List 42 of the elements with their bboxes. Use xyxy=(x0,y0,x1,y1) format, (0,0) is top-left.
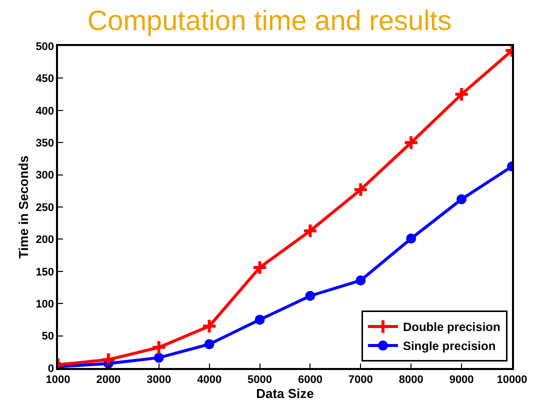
point xyxy=(151,340,167,356)
y-tick-label: 150 xyxy=(36,266,54,278)
x-tick-label: 9000 xyxy=(449,374,474,386)
y-tick-label: 200 xyxy=(36,234,54,246)
x-tick-label: 2000 xyxy=(96,374,121,386)
x-tick-label: 3000 xyxy=(146,374,172,386)
point xyxy=(204,339,214,350)
y-tick-label: 450 xyxy=(36,73,54,86)
y-axis-title: Time in Seconds xyxy=(16,155,32,259)
legend-label: Single precision xyxy=(402,339,496,354)
x-tick-label: 10000 xyxy=(496,374,528,386)
point xyxy=(305,290,316,301)
point xyxy=(202,318,218,334)
point xyxy=(356,275,366,286)
point xyxy=(454,86,470,102)
x-tick-label: 5000 xyxy=(248,374,272,386)
x-axis-title: Data Size xyxy=(256,386,314,402)
point xyxy=(254,314,265,325)
y-tick-label: 250 xyxy=(36,202,54,214)
y-tick-label: 0 xyxy=(48,362,54,375)
point xyxy=(302,223,318,239)
point xyxy=(252,260,268,276)
point xyxy=(154,352,164,363)
point xyxy=(352,182,368,198)
y-tick-label: 500 xyxy=(36,40,54,53)
point xyxy=(406,234,416,244)
x-tick-label: 8000 xyxy=(398,374,424,386)
x-tick-label: 7000 xyxy=(348,374,373,386)
point xyxy=(403,134,419,150)
y-tick-label: 100 xyxy=(36,298,54,310)
chart-title: Computation time and results xyxy=(87,4,452,36)
x-tick-label: 1000 xyxy=(46,374,70,386)
x-tick-label: 6000 xyxy=(298,374,322,386)
legend-label: Double precision xyxy=(402,320,500,334)
y-tick-label: 350 xyxy=(36,137,54,150)
point xyxy=(456,194,467,204)
y-tick-label: 300 xyxy=(36,170,54,182)
y-tick-label: 50 xyxy=(42,330,54,343)
line-series xyxy=(58,46,512,368)
point xyxy=(100,352,116,368)
y-tick-label: 400 xyxy=(36,105,54,118)
x-tick-label: 4000 xyxy=(197,374,222,386)
